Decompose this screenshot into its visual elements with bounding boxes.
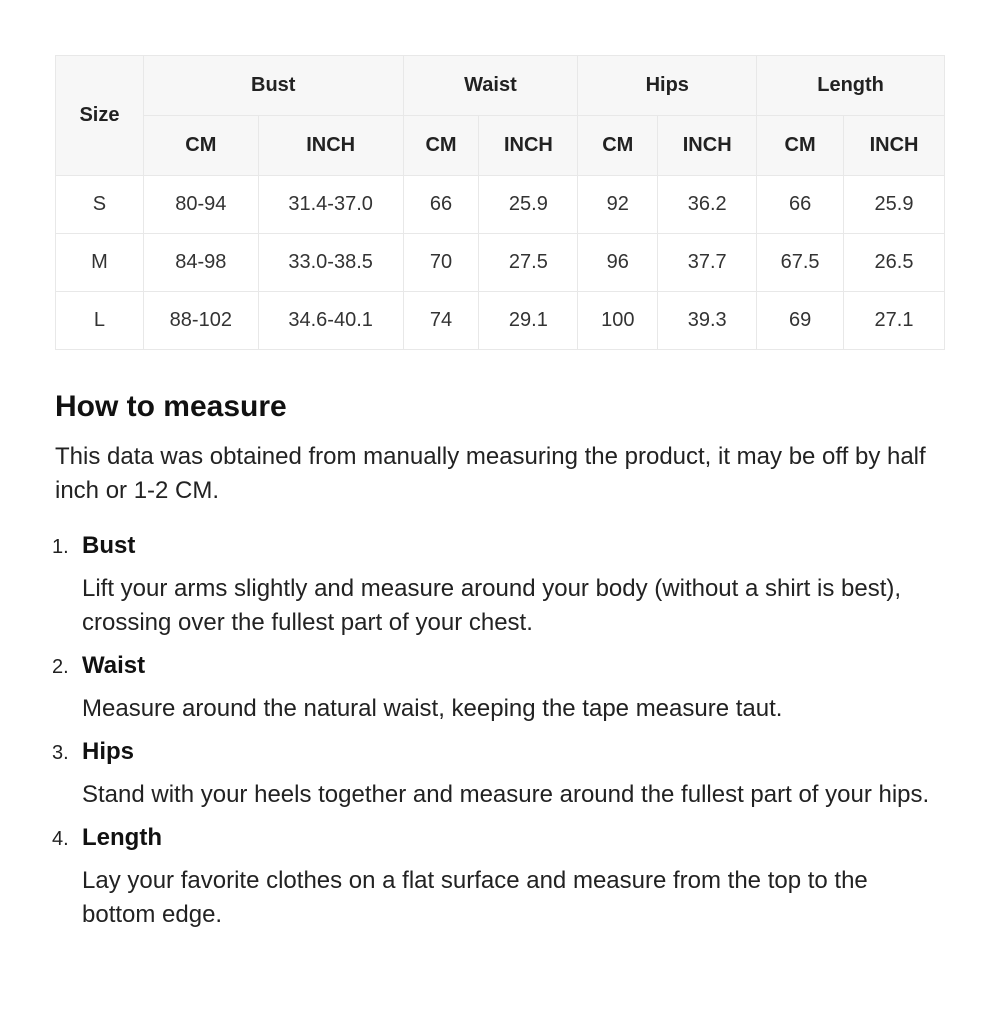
list-item: 2. Waist Measure around the natural waist,… [0,650,945,726]
unit-header: CM [402,115,480,176]
group-header-waist: Waist [402,55,579,116]
measurement-cell: 80-94 [142,175,259,234]
unit-header: CM [142,115,259,176]
list-item: 4. Length Lay your favorite clothes on a f… [0,822,945,932]
step-number: 3. [52,742,69,764]
measurement-cell: 69 [756,291,845,350]
size-chart-table: Size Bust Waist Hips Length CM INCH CM INCH… [55,55,945,350]
unit-header: CM [756,115,845,176]
size-header: Size [55,55,144,176]
intro-text: This data was obtained from manually mea… [55,443,926,504]
unit-header: INCH [657,115,758,176]
measurement-cell: 66 [756,175,845,234]
step-number: 4. [52,828,69,850]
table-row: M 84-98 33.0-38.5 70 27.5 96 37.7 67.5 26.5 [55,233,945,292]
measurement-cell: 84-98 [142,233,259,292]
measurement-cell: 36.2 [657,175,758,234]
step-description: Stand with your heels together and measu… [82,781,930,808]
measurement-cell: 66 [402,175,480,234]
measurement-cell: 74 [402,291,480,350]
measurement-cell: 37.7 [657,233,758,292]
list-item: 3. Hips Stand with your heels together and… [0,736,945,812]
measurement-cell: 39.3 [657,291,758,350]
step-title: Length [82,824,162,851]
unit-header: INCH [843,115,945,176]
step-title: Bust [82,532,136,559]
group-header-hips: Hips [577,55,758,116]
group-header-bust: Bust [142,55,404,116]
step-title: Waist [82,652,146,679]
unit-header: INCH [478,115,579,176]
unit-header: INCH [257,115,404,176]
measure-steps-list: 1. Bust Lift your arms slightly and measur… [0,530,945,942]
step-title: Hips [82,738,135,765]
table-row: S 80-94 31.4-37.0 66 25.9 92 36.2 66 25.9 [55,175,945,234]
step-description: Lay your favorite clothes on a flat surf… [82,867,868,928]
size-cell: S [55,175,144,234]
measurement-cell: 88-102 [142,291,259,350]
list-item: 1. Bust Lift your arms slightly and measur… [0,530,945,640]
measurement-cell: 96 [577,233,659,292]
measurement-cell: 27.5 [478,233,579,292]
measurement-cell: 34.6-40.1 [257,291,404,350]
size-cell: L [55,291,144,350]
measurement-cell: 92 [577,175,659,234]
measurement-cell: 26.5 [843,233,945,292]
table-row: L 88-102 34.6-40.1 74 29.1 100 39.3 69 27.1 [55,291,945,350]
step-number: 1. [52,536,69,558]
section-title: How to measure [55,390,287,423]
measurement-cell: 25.9 [478,175,579,234]
measurement-cell: 33.0-38.5 [257,233,404,292]
unit-header: CM [577,115,659,176]
step-number: 2. [52,656,69,678]
size-cell: M [55,233,144,292]
measurement-cell: 100 [577,291,659,350]
measurement-cell: 25.9 [843,175,945,234]
group-header-length: Length [756,55,945,116]
measurement-cell: 29.1 [478,291,579,350]
measurement-cell: 31.4-37.0 [257,175,404,234]
measurement-cell: 27.1 [843,291,945,350]
step-description: Lift your arms slightly and measure arou… [82,575,902,636]
measurement-cell: 70 [402,233,480,292]
measurement-cell: 67.5 [756,233,845,292]
step-description: Measure around the natural waist, keepin… [82,695,783,722]
